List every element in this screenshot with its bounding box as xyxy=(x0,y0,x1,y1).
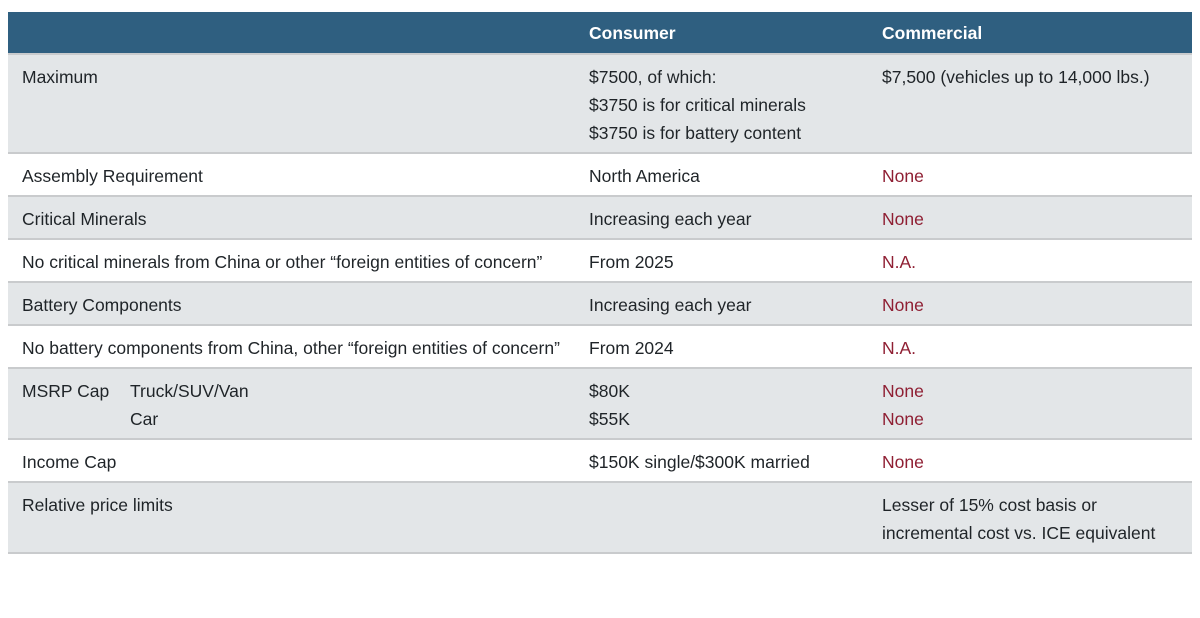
msrp-vehicle-types: Truck/SUV/Van Car xyxy=(130,377,565,433)
msrp-cap-label: MSRP Cap xyxy=(22,381,110,401)
commercial-value: $7,500 (vehicles up to 14,000 lbs.) xyxy=(882,67,1150,87)
consumer-cell: Increasing each year xyxy=(589,295,752,315)
consumer-cell xyxy=(575,483,868,552)
consumer-cell: North America xyxy=(589,166,700,186)
table-row-assembly-requirement: Assembly Requirement North America None xyxy=(8,152,1192,195)
row-label: Critical Minerals xyxy=(22,209,147,229)
consumer-cell: $150K single/$300K married xyxy=(589,452,810,472)
commercial-cell: Lesser of 15% cost basis or incremental … xyxy=(882,495,1156,543)
consumer-value: $7500, of which: xyxy=(589,67,717,87)
row-label: No critical minerals from China or other… xyxy=(22,252,543,272)
row-label: Assembly Requirement xyxy=(22,166,203,186)
commercial-value: None xyxy=(882,381,924,401)
consumer-cell: $7500, of which: $3750 is for critical m… xyxy=(575,55,868,152)
row-label: Relative price limits xyxy=(22,495,173,515)
commercial-cell: None xyxy=(882,452,924,472)
consumer-value: $3750 is for battery content xyxy=(589,123,802,143)
row-label: Income Cap xyxy=(22,452,117,472)
consumer-cell: $80K $55K xyxy=(575,369,868,438)
commercial-cell: $7,500 (vehicles up to 14,000 lbs.) xyxy=(868,55,1192,152)
commercial-cell: N.A. xyxy=(882,338,917,358)
row-label: Battery Components xyxy=(22,295,182,315)
table-row-critical-minerals: Critical Minerals Increasing each year N… xyxy=(8,195,1192,238)
consumer-cell: From 2024 xyxy=(589,338,674,358)
commercial-cell: None xyxy=(882,209,924,229)
table-header-row: Consumer Commercial xyxy=(8,12,1192,53)
consumer-cell: From 2025 xyxy=(589,252,674,272)
comparison-table: Consumer Commercial Maximum $7500, of wh… xyxy=(8,12,1192,554)
table-row-relative-price-limits: Relative price limits Lesser of 15% cost… xyxy=(8,481,1192,552)
consumer-value: $3750 is for critical minerals xyxy=(589,95,806,115)
consumer-cell: Increasing each year xyxy=(589,209,752,229)
consumer-value: $55K xyxy=(589,409,630,429)
vehicle-type: Car xyxy=(130,409,159,429)
header-cell-commercial: Commercial xyxy=(882,22,983,43)
table-row-no-critical-minerals-china: No critical minerals from China or other… xyxy=(8,238,1192,281)
header-cell-consumer: Consumer xyxy=(589,22,676,43)
table-row-msrp-cap: MSRP Cap Truck/SUV/Van Car $80K $55K Non… xyxy=(8,367,1192,438)
row-label: MSRP Cap Truck/SUV/Van Car xyxy=(8,369,575,438)
consumer-value: $80K xyxy=(589,381,630,401)
commercial-value: None xyxy=(882,409,924,429)
commercial-cell: N.A. xyxy=(882,252,917,272)
commercial-cell: None xyxy=(882,295,924,315)
table-row-income-cap: Income Cap $150K single/$300K married No… xyxy=(8,438,1192,481)
commercial-cell: None xyxy=(882,166,924,186)
commercial-cell: None None xyxy=(868,369,1192,438)
table-row-maximum: Maximum $7500, of which: $3750 is for cr… xyxy=(8,53,1192,152)
row-label: No battery components from China, other … xyxy=(22,338,560,358)
row-label: Maximum xyxy=(22,67,98,87)
vehicle-type: Truck/SUV/Van xyxy=(130,381,249,401)
table-row-no-battery-components-china: No battery components from China, other … xyxy=(8,324,1192,367)
table-row-battery-components: Battery Components Increasing each year … xyxy=(8,281,1192,324)
